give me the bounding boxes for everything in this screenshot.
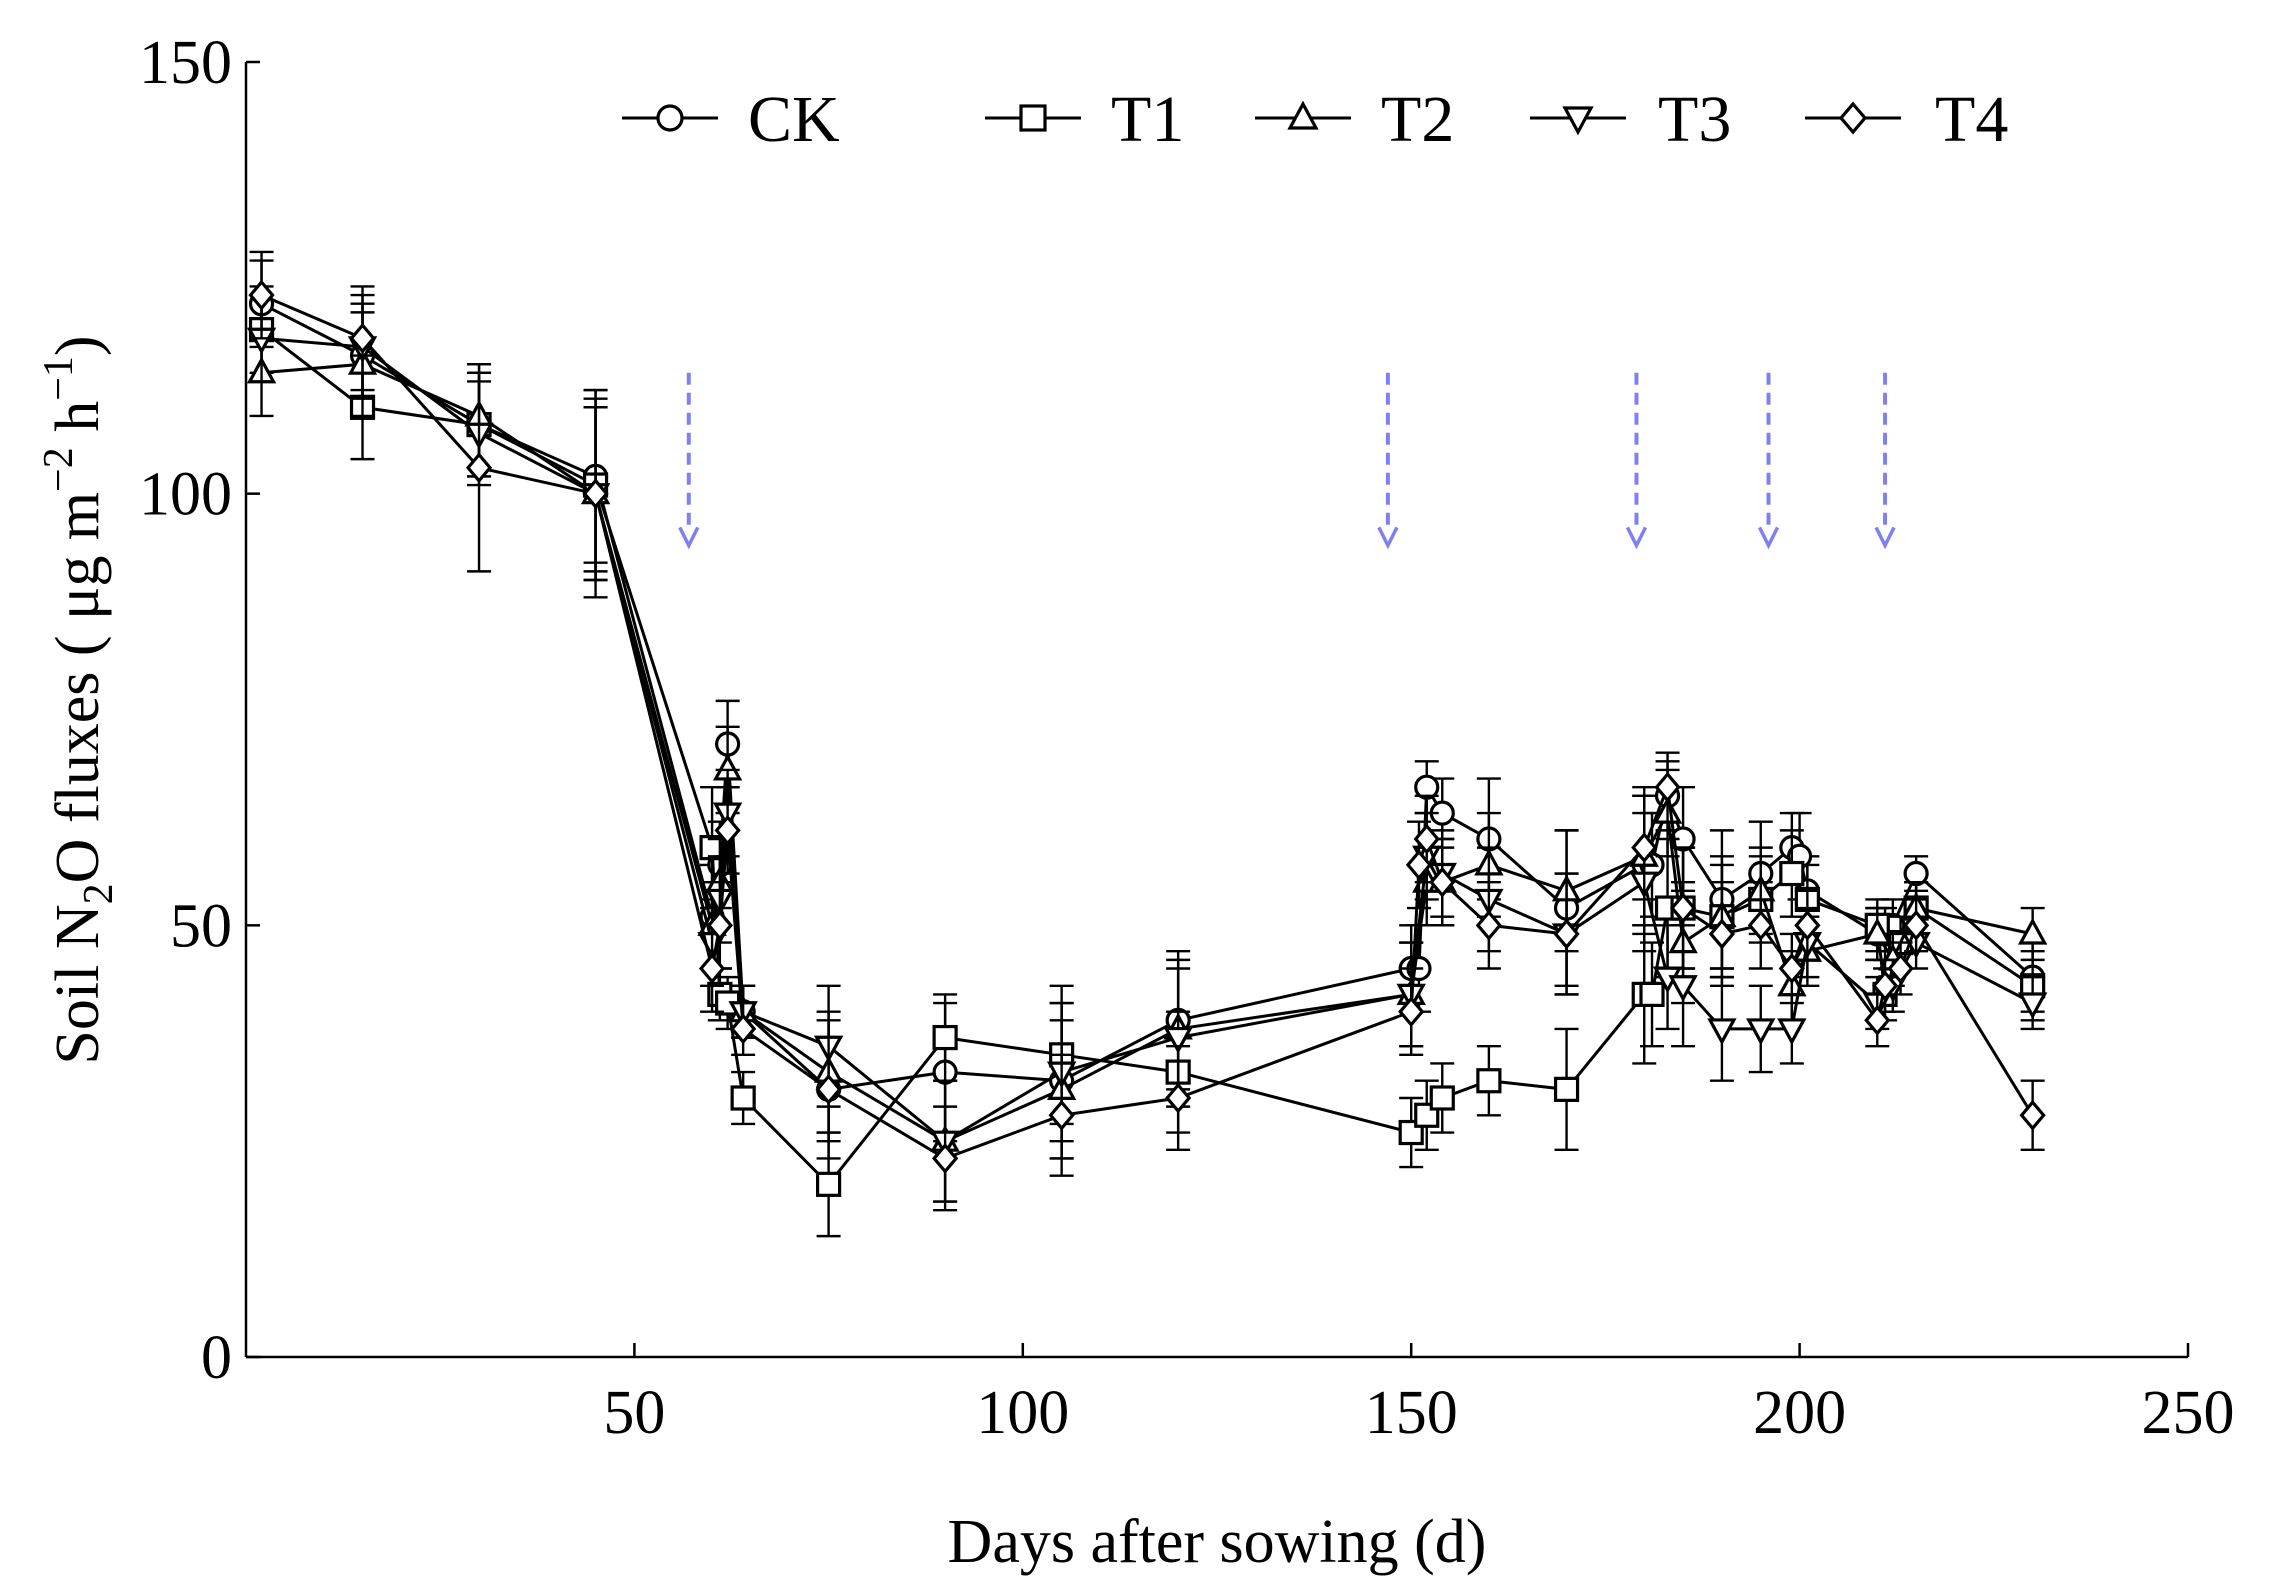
data-point-t4	[465, 452, 493, 484]
data-point-t1	[1553, 1076, 1580, 1102]
ticks: 0 50 100 150 50 100 150 200 250	[139, 29, 2235, 1447]
x-tick-label: 100	[976, 1379, 1069, 1447]
data-point-t1	[1476, 1068, 1502, 1094]
y-axis-title-prefix: Soil N	[44, 904, 112, 1064]
legend-marker-ck	[656, 104, 684, 132]
data-point-t4	[1864, 1004, 1891, 1036]
data-point-t4	[1048, 1099, 1075, 1131]
data-point-t1	[932, 1024, 958, 1051]
fertilization-arrow	[1874, 372, 1896, 550]
data-point-t4	[1413, 823, 1440, 855]
y-axis-title-sup1: −2	[36, 447, 82, 492]
series-layer	[246, 250, 2048, 1238]
data-point-t4	[349, 322, 376, 354]
fertilization-arrow	[1377, 372, 1399, 550]
data-point-t4	[1778, 953, 1805, 984]
legend-marker-t3	[1562, 106, 1594, 136]
y-axis-title-sup2: −1	[36, 356, 82, 401]
data-point-t4	[1887, 953, 1914, 984]
y-axis-title-end: )	[44, 335, 112, 356]
legend-item-t4: T4	[1805, 83, 2008, 156]
data-point-t4	[1669, 892, 1697, 924]
data-point-t1	[1779, 860, 1805, 887]
data-point-t4	[1475, 909, 1502, 941]
data-point-t4	[2019, 1099, 2046, 1131]
y-axis-title: Soil N2O fluxes ( μg m−2 h−1)	[36, 335, 122, 1064]
data-point-t4	[1553, 918, 1580, 950]
series-t4	[248, 250, 2046, 1212]
data-point-t4	[1405, 849, 1433, 881]
data-point-t4	[582, 478, 609, 510]
data-point-t4	[1747, 909, 1774, 941]
data-point-t4	[1165, 1082, 1192, 1114]
data-point-t4	[706, 909, 733, 941]
data-point-t4	[1429, 866, 1456, 898]
data-point-t1	[1429, 1085, 1455, 1111]
legend-marker-t4	[1838, 101, 1868, 135]
x-tick-label: 150	[1365, 1379, 1458, 1447]
legend-label: T4	[1935, 83, 2008, 156]
fertilization-arrow	[1625, 372, 1648, 550]
data-point-t4	[698, 953, 726, 984]
data-point-t3	[2017, 992, 2048, 1020]
legend-label: T3	[1658, 83, 1731, 156]
y-tick-label: 0	[201, 1324, 232, 1392]
data-point-t3	[1668, 975, 1698, 1003]
legend-item-t2: T2	[1255, 83, 1454, 156]
data-point-t4	[932, 1142, 959, 1174]
series-t1	[248, 285, 2046, 1238]
data-point-t3	[1777, 1018, 1807, 1046]
data-point-t1	[815, 1171, 842, 1197]
data-point-t4	[714, 814, 741, 846]
legend-label: T2	[1381, 83, 1454, 156]
data-point-t4	[1398, 996, 1425, 1028]
fertilization-arrow	[678, 372, 700, 550]
legend-marker-t1	[1019, 104, 1047, 132]
y-tick-label: 50	[170, 892, 232, 960]
data-point-t4	[1708, 918, 1736, 950]
data-point-t3	[1707, 1018, 1737, 1046]
data-point-t2	[2017, 917, 2048, 945]
fertilization-arrows	[678, 372, 1896, 550]
legend-marker-t2	[1287, 100, 1319, 130]
series-ck	[248, 259, 2046, 1160]
y-axis-title-h: h	[44, 401, 112, 448]
y-axis-title-mid: O fluxes ( μg m	[44, 492, 112, 883]
y-tick-label: 100	[139, 461, 232, 529]
data-point-t4	[1903, 909, 1930, 941]
x-tick-label: 200	[1753, 1379, 1846, 1447]
data-point-t3	[1163, 1026, 1193, 1054]
y-axis-title-sub: 2	[76, 883, 122, 904]
data-point-t4	[1654, 771, 1681, 803]
x-tick-label: 50	[603, 1379, 665, 1447]
series-t3	[246, 293, 2048, 1203]
legend-item-ck: CK	[622, 83, 840, 156]
y-tick-label: 150	[139, 29, 232, 97]
fertilization-arrow	[1757, 372, 1780, 550]
data-point-t4	[1794, 909, 1821, 941]
data-point-t4	[730, 1013, 757, 1045]
axes	[244, 62, 2188, 1359]
legend-item-t3: T3	[1530, 83, 1731, 156]
legend-label: T1	[1111, 83, 1184, 156]
legend-label: CK	[748, 83, 840, 156]
data-point-t4	[1631, 832, 1658, 864]
data-point-t2	[1862, 917, 1892, 945]
data-point-t3	[1746, 1018, 1776, 1046]
data-point-t1	[730, 1085, 756, 1111]
data-point-t4	[1871, 970, 1899, 1002]
data-point-t4	[815, 1073, 842, 1105]
data-point-t4	[248, 279, 275, 311]
legend-item-t1: T1	[985, 83, 1184, 156]
data-point-t1	[1639, 981, 1665, 1008]
x-tick-label: 250	[2142, 1379, 2235, 1447]
x-axis-title: Days after sowing (d)	[948, 1508, 1487, 1576]
legend: CK T1 T2 T3 T4	[622, 83, 2008, 156]
